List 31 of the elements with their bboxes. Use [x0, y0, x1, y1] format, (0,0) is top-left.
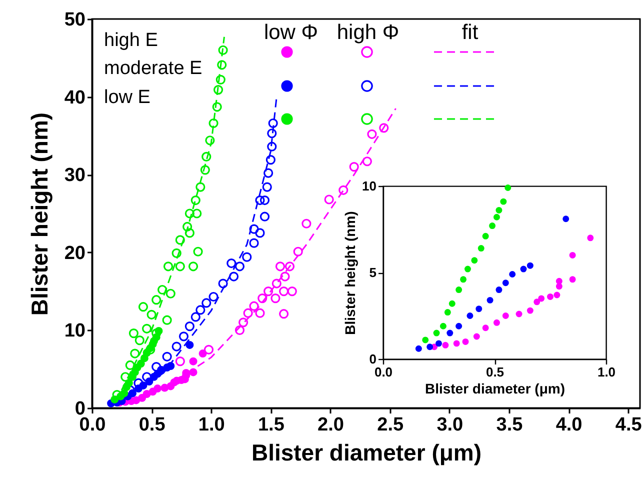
x-tick-label: 1.5: [258, 414, 285, 436]
y-tick-label: 20: [64, 242, 86, 264]
annotation: low E: [104, 86, 150, 108]
y-tick-label: 30: [64, 165, 86, 186]
y-tick-label: 10: [64, 320, 86, 342]
x-tick-label: 0.5: [486, 364, 504, 380]
y-tick-label: 0: [369, 352, 376, 366]
x-tick-label: 0.0: [374, 364, 393, 380]
y-tick-label: 5: [369, 265, 376, 280]
annotation: high E: [104, 30, 158, 50]
x-tick-label: 0.5: [138, 414, 166, 436]
x-tick-label: 3.0: [436, 414, 464, 436]
y-axis-title: Blister height (nm): [342, 211, 358, 335]
x-tick-label: 0.0: [79, 414, 106, 436]
annotation: fit: [462, 20, 478, 44]
x-tick-label: 2.0: [318, 414, 344, 436]
y-tick-label: 40: [64, 87, 86, 108]
annotation: low Φ: [264, 20, 318, 44]
x-tick-label: 4.0: [556, 414, 582, 436]
y-tick-label: 10: [362, 178, 376, 194]
annotation: high Φ: [336, 20, 400, 44]
x-tick-label: 3.5: [496, 414, 524, 436]
x-tick-label: 4.5: [615, 414, 642, 436]
y-axis-title: Blister height (nm): [26, 112, 52, 316]
x-axis-title: Blister diameter (μm): [424, 380, 566, 396]
x-tick-label: 1.0: [198, 414, 225, 436]
x-tick-label: 2.5: [377, 414, 404, 436]
y-tick-label: 50: [64, 10, 86, 30]
x-axis-title: Blister diameter (μm): [251, 440, 482, 466]
annotation: moderate E: [104, 58, 202, 78]
x-tick-label: 1.0: [597, 364, 616, 380]
